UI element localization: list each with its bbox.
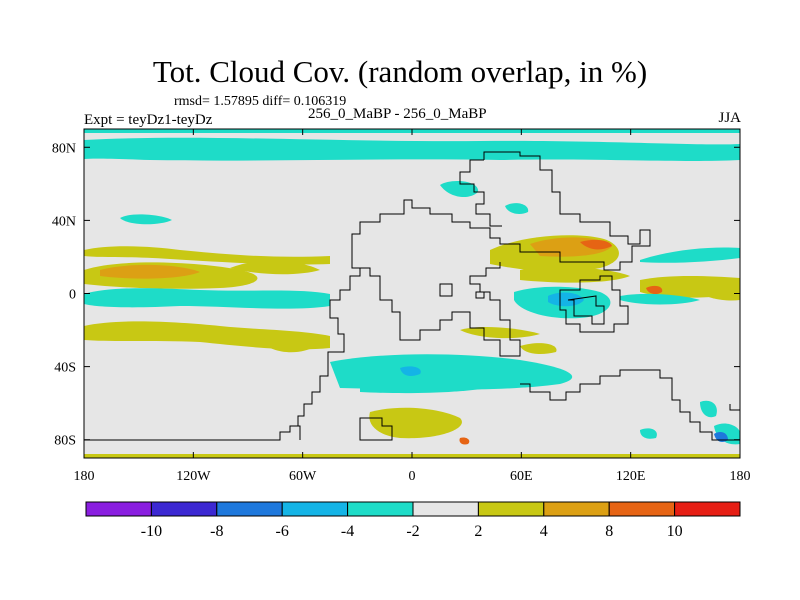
difference-label: 256_0_MaBP - 256_0_MaBP xyxy=(308,106,487,122)
lon-tick-label: 120W xyxy=(176,469,211,484)
lat-tick-label: 40N xyxy=(52,214,76,229)
lat-tick-label: 40S xyxy=(54,361,76,376)
lon-tick-label: 180 xyxy=(730,469,751,484)
map-title: Tot. Cloud Cov. (random overlap, in %) xyxy=(152,54,648,89)
coastlines xyxy=(84,151,740,441)
stats-text: rmsd= 1.57895 diff= 0.106319 xyxy=(174,94,347,109)
latitude-axis: 80N 40N 0 40S 80S xyxy=(52,141,740,449)
colorbar-label: -6 xyxy=(276,523,289,540)
colorbar-label: 4 xyxy=(540,523,548,540)
season-label: JJA xyxy=(718,110,741,126)
colorbar-swatch xyxy=(674,501,741,517)
colorbar-swatch xyxy=(412,501,479,517)
lat-tick-label: 80S xyxy=(54,434,76,449)
colorbar-label: 8 xyxy=(605,523,613,540)
lon-tick-label: 180 xyxy=(74,469,95,484)
colorbar-label: -4 xyxy=(341,523,354,540)
longitude-axis: 180 120W 60W 0 60E 120E 180 xyxy=(74,129,751,484)
lat-tick-label: 80N xyxy=(52,141,76,156)
lon-tick-label: 120E xyxy=(616,469,646,484)
colorbar-label: 2 xyxy=(474,523,482,540)
colorbar-swatch xyxy=(85,501,152,517)
colorbar: -10 -8 -6 -4 -2 2 4 8 10 xyxy=(85,501,741,540)
lat-tick-label: 0 xyxy=(69,288,76,303)
colorbar-label: 10 xyxy=(667,523,683,540)
colorbar-label: -2 xyxy=(406,523,419,540)
experiment-label: Expt = teyDz1-teyDz xyxy=(84,112,213,128)
colorbar-label: -10 xyxy=(141,523,162,540)
lon-tick-label: 60E xyxy=(510,469,533,484)
colorbar-swatch xyxy=(281,501,349,517)
colorbar-swatch xyxy=(543,501,610,517)
colorbar-swatch xyxy=(216,501,283,517)
colorbar-label: -8 xyxy=(210,523,223,540)
colorbar-swatch xyxy=(477,501,545,517)
colorbar-swatch xyxy=(608,501,676,517)
lon-tick-label: 0 xyxy=(409,469,416,484)
colorbar-swatch xyxy=(150,501,218,517)
colorbar-swatch xyxy=(347,501,414,517)
lon-tick-label: 60W xyxy=(289,469,317,484)
